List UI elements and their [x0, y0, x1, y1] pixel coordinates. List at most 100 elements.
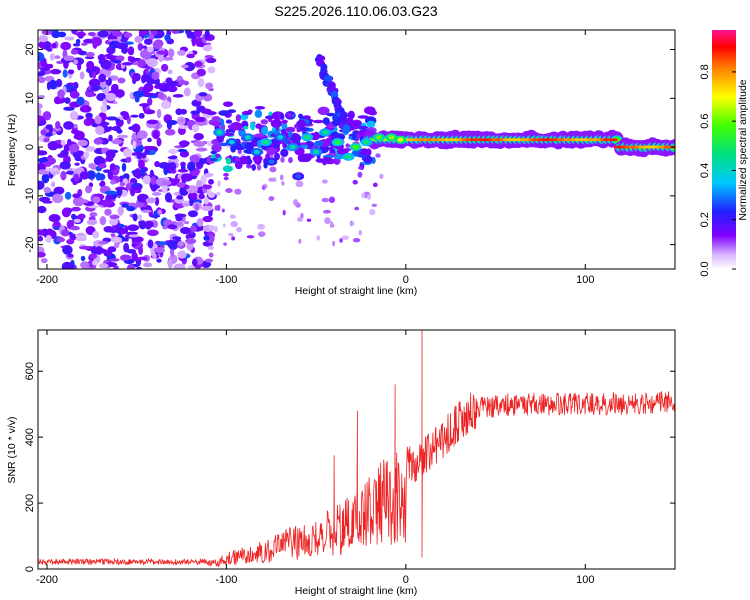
spectrogram-noise-cell — [279, 174, 284, 181]
spectrogram-noise-cell — [40, 257, 48, 264]
spectrogram-noise-cell — [47, 63, 54, 69]
spectrogram-noise-cell — [41, 173, 50, 184]
spectrogram-noise-cell — [350, 221, 355, 226]
spectrogram-noise-cell — [57, 89, 65, 99]
spectrogram-noise-cell — [121, 62, 133, 66]
spectrogram-cluster-cell — [244, 142, 255, 151]
spectrogram-noise-cell — [193, 140, 206, 148]
spectrogram-cluster-cell — [298, 113, 304, 119]
spectrogram-cluster-cell — [281, 119, 288, 124]
spectrogram-noise-cell — [90, 163, 97, 169]
spectrogram-noise-cell — [38, 205, 47, 214]
spectrogram-noise-cell — [121, 46, 129, 54]
spectrogram-noise-cell — [88, 78, 101, 88]
spectrogram-cluster-cell — [234, 161, 243, 170]
spectrogram-noise-cell — [128, 126, 138, 131]
spectrogram-noise-cell — [57, 153, 67, 158]
spectrogram-noise-cell — [72, 151, 81, 158]
spectrogram-noise-cell — [216, 204, 221, 211]
spectrogram-noise-cell — [83, 151, 90, 159]
snr-x-ticks: -200 -100 0 100 — [36, 330, 594, 586]
spectrogram-noise-cell — [185, 238, 197, 245]
spectrogram-noise-cell — [64, 36, 75, 41]
spectrogram-noise-cell — [183, 221, 190, 225]
spectrogram-noise-cell — [175, 213, 183, 222]
spectrogram-noise-cell — [98, 263, 109, 269]
spectrogram-noise-cell — [197, 77, 205, 88]
spectrogram-noise-cell — [63, 106, 75, 111]
spectrogram-noise-cell — [152, 40, 163, 50]
spectrogram-noise-cell — [127, 46, 135, 56]
spectrogram-noise-cell — [128, 234, 139, 238]
spectrogram-noise-cell — [116, 128, 123, 134]
spectrogram-noise-cell — [95, 125, 105, 136]
spectrogram-cluster-cell — [280, 113, 285, 120]
spectrogram-noise-cell — [231, 236, 236, 241]
spectrogram-cluster-cell — [222, 101, 234, 107]
spectrogram-cluster-cell — [223, 132, 235, 137]
spectrogram-noise-cell — [156, 258, 162, 263]
spectrogram-cluster-cell — [366, 120, 376, 128]
spectrogram-noise-cell — [150, 176, 157, 185]
spectrogram-cluster-cell — [261, 126, 269, 135]
spectrogram-noise-cell — [72, 43, 81, 47]
spectrogram-noise-cell — [222, 223, 227, 228]
spectrogram-noise-cell — [225, 188, 233, 194]
spectrogram-noise-cell — [89, 212, 98, 217]
spectrogram-noise-cell — [132, 140, 137, 150]
spectrogram-noise-cell — [80, 255, 86, 262]
spectrogram-noise-cell — [60, 170, 67, 181]
figure-title: S225.2026.110.06.03.G23 — [274, 3, 437, 19]
spectrogram-cluster-cell — [260, 119, 269, 125]
spectrogram-noise-cell — [101, 199, 113, 207]
spectrogram-cluster-cell — [289, 134, 302, 143]
spectrogram-noise-cell — [328, 196, 336, 204]
spectrogram-noise-cell — [190, 225, 197, 232]
spectrogram-noise-cell — [63, 55, 75, 62]
spectrogram-noise-cell — [361, 192, 366, 199]
spectrogram-cluster-cell — [211, 143, 222, 153]
spectrogram-noise-cell — [113, 265, 119, 269]
spectrogram-noise-cell — [105, 92, 117, 102]
spectrogram-noise-cell — [176, 75, 183, 81]
spectrogram-noise-cell — [97, 173, 106, 181]
spectrogram-noise-cell — [202, 215, 213, 223]
spectrogram-noise-cell — [51, 42, 57, 49]
spectrogram-noise-cell — [43, 186, 52, 194]
spectrogram-noise-cell — [109, 163, 116, 171]
spectrogram-noise-cell — [268, 196, 275, 201]
spectrogram-noise-cell — [109, 214, 120, 220]
spectrogram-noise-cell — [50, 68, 62, 75]
spectrogram-noise-cell — [88, 253, 98, 259]
spectrogram-noise-cell — [79, 105, 92, 113]
spectrogram-noise-cell — [70, 49, 79, 55]
spectrogram-noise-cell — [177, 250, 187, 259]
spectrogram-noise-cell — [124, 225, 129, 235]
spectrogram-noise-cell — [97, 30, 109, 38]
spectrogram-noise-cell — [51, 181, 56, 188]
spectrogram-cluster-cell — [300, 142, 307, 146]
spectrogram-noise-cell — [323, 209, 332, 214]
spectrogram-noise-cell — [375, 153, 381, 158]
spectrogram-noise-cell — [127, 224, 140, 232]
spectrogram-noise-cell — [132, 213, 138, 222]
spectrogram-noise-cell — [194, 203, 200, 212]
spectrogram-noise-cell — [110, 233, 116, 237]
spectrogram-cluster-cell — [245, 155, 251, 162]
spectrogram-noise-cell — [138, 246, 144, 255]
spectrogram-noise-cell — [80, 261, 90, 269]
spectrogram-noise-cell — [38, 150, 48, 156]
spectrogram-noise-cell — [38, 235, 44, 242]
spectrogram-noise-cell — [98, 73, 106, 83]
spectrogram-noise-cell — [316, 235, 320, 241]
spectrogram-noise-cell — [198, 193, 205, 200]
spectrogram-ytick-label: -20 — [24, 237, 36, 253]
spectrogram-noise-cell — [208, 179, 214, 185]
spectrogram-noise-cell — [180, 227, 191, 235]
spectrogram-noise-cell — [341, 235, 350, 240]
spectrogram-cluster-cell — [250, 121, 256, 131]
spectrogram-noise-cell — [115, 118, 121, 123]
spectrogram-noise-cell — [186, 53, 195, 59]
spectrogram-noise-cell — [306, 218, 312, 222]
snr-xtick-label: 0 — [403, 574, 409, 586]
